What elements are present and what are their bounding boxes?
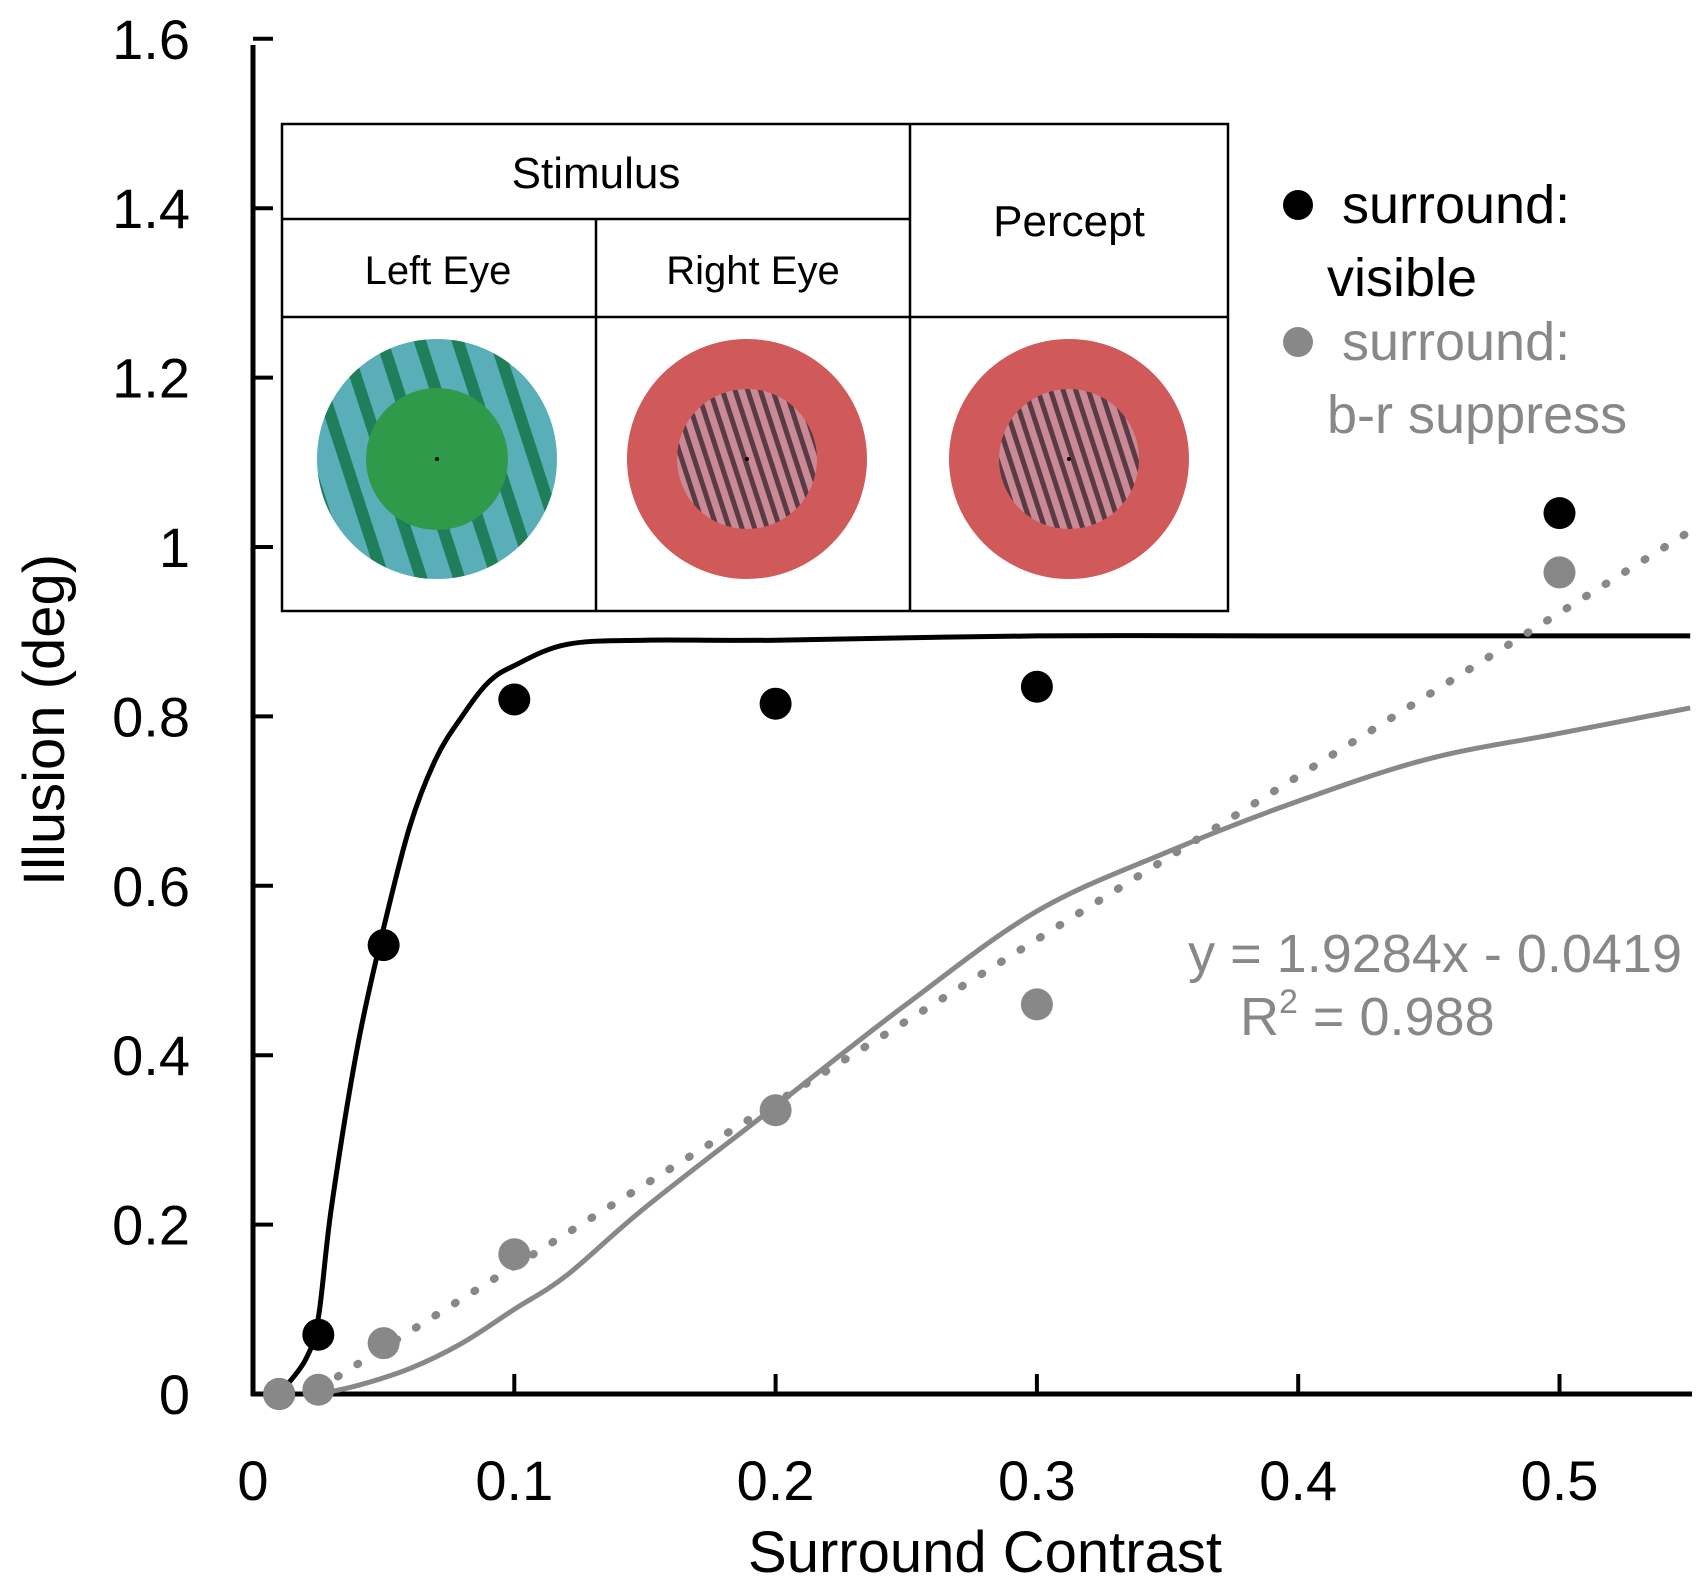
series-layer	[263, 497, 1695, 1410]
data-point-visible	[367, 929, 400, 962]
inset-grid	[280, 122, 1230, 613]
legend-label-suppress-line1: surround:	[1342, 312, 1570, 372]
x-tick-label: 0.2	[737, 1449, 815, 1512]
regression-annotation: y = 1.9284x - 0.0419 R2 = 0.988	[1188, 924, 1682, 1047]
r2-text: R2 = 0.988	[1240, 983, 1495, 1047]
right-eye-fixation-dot	[745, 457, 749, 461]
data-point-suppress	[302, 1373, 335, 1406]
r2-suffix: = 0.988	[1298, 987, 1495, 1047]
right-eye-label: Right Eye	[666, 249, 839, 293]
y-ticks: 0 0.2 0.4 0.6 0.8 1 1.2 1.4 1.6	[112, 8, 273, 1426]
x-tick-label: 0	[237, 1449, 268, 1512]
legend-marker-suppress	[1283, 327, 1313, 357]
data-point-suppress	[1543, 556, 1576, 589]
y-tick-label: 0.8	[112, 685, 190, 748]
y-axis-label: Illusion (deg)	[12, 554, 77, 886]
data-point-visible	[759, 687, 792, 720]
percept-image	[949, 339, 1189, 579]
right-eye-stimulus-image	[627, 339, 867, 579]
r2-prefix: R	[1240, 987, 1279, 1047]
left-eye-fixation-dot	[435, 457, 439, 461]
y-tick-label: 1.2	[112, 347, 190, 410]
x-axis-label: Surround Contrast	[748, 1520, 1222, 1581]
left-eye-stimulus-image	[317, 339, 557, 579]
legend-label-visible-line1: surround:	[1342, 175, 1570, 235]
fit-curve-suppress	[317, 705, 1691, 1397]
data-point-suppress	[759, 1094, 792, 1127]
y-tick-label: 0	[159, 1363, 190, 1426]
x-ticks: 0 0.1 0.2 0.3 0.4 0.5	[237, 1374, 1598, 1512]
x-tick-label: 0.4	[1259, 1449, 1337, 1512]
r2-superscript: 2	[1279, 983, 1298, 1021]
y-tick-label: 0.2	[112, 1194, 190, 1257]
x-tick-label: 0.1	[475, 1449, 553, 1512]
y-tick-label: 1	[159, 516, 190, 579]
linear-fit-line-suppress	[314, 527, 1695, 1393]
data-point-visible	[1543, 497, 1576, 530]
x-tick-label: 0.5	[1521, 1449, 1599, 1512]
data-point-visible	[498, 683, 531, 716]
equation-text: y = 1.9284x - 0.0419	[1188, 924, 1682, 984]
data-point-suppress	[1020, 988, 1053, 1021]
axes	[250, 45, 1692, 1397]
legend-label-suppress-line2: b-r suppress	[1327, 385, 1627, 445]
data-point-visible	[302, 1318, 335, 1351]
y-tick-label: 1.6	[112, 8, 190, 71]
legend: surround: visible surround: b-r suppress	[1283, 175, 1627, 445]
y-tick-label: 0.4	[112, 1024, 190, 1087]
left-eye-label: Left Eye	[365, 249, 512, 293]
x-tick-label: 0.3	[998, 1449, 1076, 1512]
y-tick-label: 0.6	[112, 855, 190, 918]
percept-fixation-dot	[1067, 457, 1071, 461]
data-point-suppress	[263, 1378, 296, 1410]
legend-label-visible-line2: visible	[1327, 248, 1477, 308]
y-tick-label: 1.4	[112, 177, 190, 240]
data-point-suppress	[367, 1327, 400, 1360]
legend-marker-visible	[1283, 190, 1313, 220]
fit-curve-visible	[277, 633, 1691, 1396]
data-point-visible	[1020, 670, 1053, 703]
percept-header: Percept	[993, 197, 1145, 246]
inset-table: Stimulus Percept Left Eye Right Eye	[280, 122, 1230, 613]
stimulus-header: Stimulus	[512, 149, 681, 198]
data-point-suppress	[498, 1238, 531, 1271]
